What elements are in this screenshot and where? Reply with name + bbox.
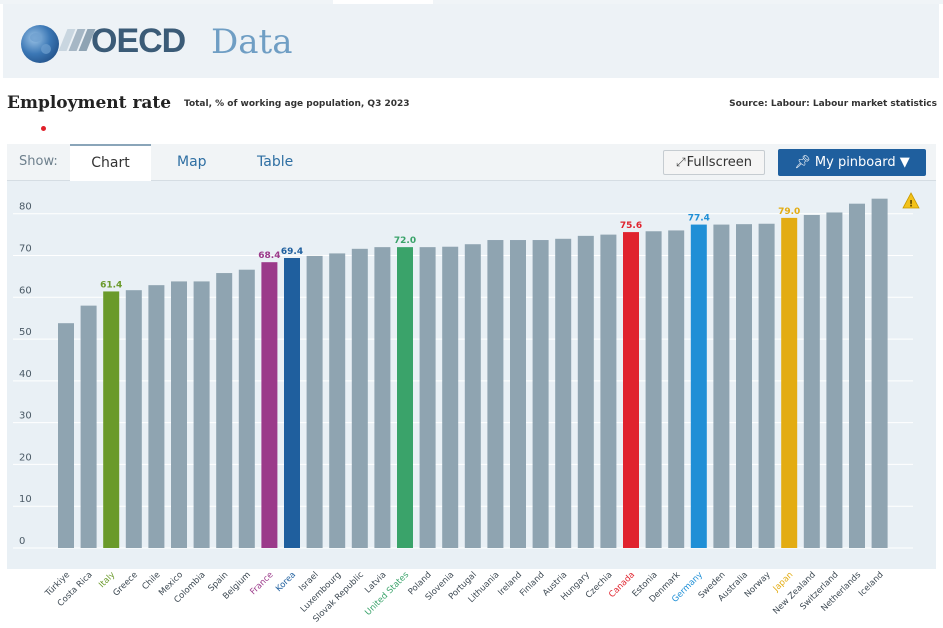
site-name[interactable]: Data (211, 22, 293, 62)
bar-sweden[interactable] (713, 224, 730, 549)
y-tick-label-30: 30 (19, 411, 32, 422)
y-tick-label-40: 40 (19, 369, 32, 380)
view-tabs-bar: Show: Chart Map Table ⤢Fullscreen 📌︎ My … (7, 144, 936, 181)
bar-lithuania[interactable] (487, 240, 504, 548)
data-label-france: 68.4 (258, 251, 280, 261)
x-tick-label-iceland: Iceland (857, 570, 886, 599)
bar-switzerland[interactable] (826, 212, 843, 549)
y-tick-label-20: 20 (19, 452, 32, 463)
bar-iceland[interactable] (871, 198, 888, 548)
bar-chile[interactable] (148, 285, 165, 548)
indicator-title: Employment rate (7, 93, 172, 113)
bar-czechia[interactable] (600, 234, 617, 548)
bar-mexico[interactable] (171, 281, 187, 548)
tab-map[interactable]: Map (177, 154, 207, 170)
x-tick-label-korea: Korea (274, 570, 298, 594)
tab-chart[interactable]: Chart (70, 144, 151, 181)
show-label: Show: (19, 154, 58, 169)
bar-france[interactable] (261, 262, 278, 548)
bar-luxembourg[interactable] (329, 253, 346, 548)
bar-slovenia[interactable] (442, 246, 459, 548)
bar-greece[interactable] (125, 290, 142, 548)
data-label-korea: 69.4 (281, 247, 303, 257)
bar-new-zealand[interactable] (803, 214, 820, 548)
x-tick-label-france: France (248, 570, 275, 597)
tab-table[interactable]: Table (257, 154, 294, 170)
warning-icon-mark: ! (909, 200, 913, 210)
x-tick-label-greece: Greece (111, 570, 139, 598)
chart-area: 0 10 20 30 40 50 60 70 80 Türkiye Costa Rica 61.4 It… (7, 181, 936, 625)
bar-united-states[interactable] (397, 247, 413, 548)
x-tick-label-italy: Italy (97, 570, 117, 590)
bar-finland[interactable] (532, 240, 549, 548)
bar-italy[interactable] (103, 291, 120, 548)
bar-israel[interactable] (306, 255, 323, 548)
bar-germany[interactable] (690, 224, 707, 549)
bar-korea[interactable] (284, 258, 300, 548)
site-header: OECD Data (3, 4, 939, 78)
fullscreen-label: Fullscreen (686, 155, 753, 170)
bar-denmark[interactable] (668, 230, 685, 548)
indicator-title-row: Employment rate Total, % of working age … (0, 86, 943, 126)
pin-icon: 📌︎ (794, 155, 815, 170)
oecd-globe-icon[interactable] (21, 25, 59, 63)
bar-japan[interactable] (781, 217, 798, 548)
warning-icon-triangle (902, 192, 920, 209)
title-marker-dot (41, 126, 46, 131)
fullscreen-button[interactable]: ⤢Fullscreen (663, 150, 765, 175)
bar-latvia[interactable] (374, 247, 391, 548)
y-tick-label-0: 0 (19, 536, 25, 547)
top-strip (0, 0, 943, 4)
bar-australia[interactable] (736, 224, 752, 548)
y-tick-label-50: 50 (19, 327, 32, 338)
x-tick-label-finland: Finland (518, 570, 547, 599)
bar-poland[interactable] (419, 247, 436, 548)
bar-ireland[interactable] (510, 240, 526, 548)
bar-norway[interactable] (758, 223, 775, 548)
bar-estonia[interactable] (645, 231, 662, 548)
bar-portugal[interactable] (464, 244, 481, 548)
bar-hungary[interactable] (577, 235, 594, 548)
bar-belgium[interactable] (238, 269, 255, 548)
data-label-united-states: 72.0 (394, 236, 416, 246)
y-tick-label-10: 10 (19, 494, 32, 505)
indicator-subtitle: Total, % of working age population, Q3 2… (184, 99, 410, 109)
bar-austria[interactable] (555, 238, 572, 548)
fullscreen-icon: ⤢ (675, 155, 686, 169)
y-tick-label-70: 70 (19, 244, 32, 255)
bar-t-rkiye[interactable] (58, 323, 74, 548)
data-label-canada: 75.6 (620, 221, 642, 231)
y-tick-label-80: 80 (19, 202, 32, 213)
bar-colombia[interactable] (193, 281, 210, 548)
pinboard-label: My pinboard ▼ (814, 155, 910, 170)
warning-icon[interactable]: ! (902, 192, 920, 210)
top-strip-tab (333, 0, 433, 4)
y-tick-label-60: 60 (19, 285, 32, 296)
data-label-japan: 79.0 (778, 207, 800, 217)
data-label-italy: 61.4 (100, 280, 122, 290)
oecd-logo-text[interactable]: OECD (91, 22, 186, 60)
bar-slovak-republic[interactable] (351, 248, 368, 549)
bar-spain[interactable] (216, 273, 233, 548)
bar-netherlands[interactable] (849, 203, 865, 548)
bar-canada[interactable] (623, 232, 639, 548)
indicator-source[interactable]: Source: Labour: Labour market statistics (729, 99, 937, 109)
pinboard-button[interactable]: 📌︎ My pinboard ▼ (778, 149, 926, 176)
data-label-germany: 77.4 (688, 214, 710, 224)
bar-costa-rica[interactable] (80, 305, 97, 548)
